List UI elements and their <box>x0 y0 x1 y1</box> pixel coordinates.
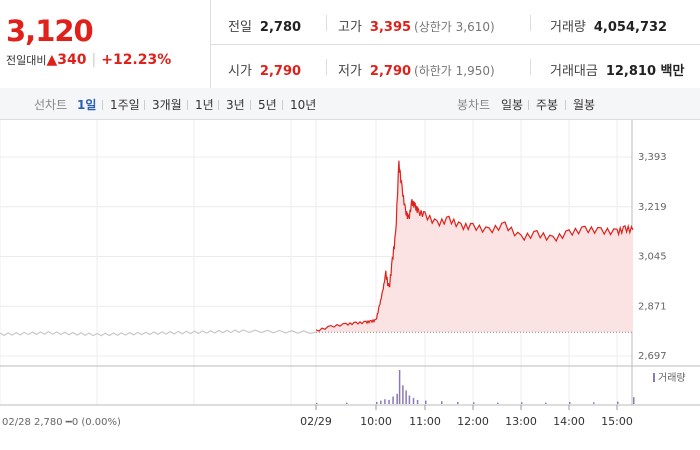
period-1y[interactable]: 1년 <box>195 98 214 112</box>
x-tick-label: 14:00 <box>553 415 585 428</box>
volume-bar <box>396 393 398 404</box>
volume-bar <box>402 385 404 404</box>
volume-bar <box>384 399 386 404</box>
period-1d[interactable]: 1일 <box>77 98 97 112</box>
volume-bar <box>545 402 547 404</box>
candle-chart-label: 봉차트 <box>457 98 491 112</box>
volume-bar <box>633 397 635 404</box>
period-1w[interactable]: 1주일 <box>110 98 140 112</box>
y-tick-label: 3,219 <box>638 202 667 213</box>
period-3y[interactable]: 3년 <box>226 98 245 112</box>
open-price: 시가 2,790 <box>228 64 302 79</box>
x-tick-label: 10:00 <box>360 415 392 428</box>
price-line <box>315 160 634 332</box>
volume-bar <box>441 401 443 404</box>
volume-bar <box>457 401 459 404</box>
y-tick-label: 3,393 <box>638 152 667 163</box>
volume-bar <box>412 397 415 404</box>
volume-bar <box>405 390 407 404</box>
period-10y[interactable]: 10년 <box>290 98 317 112</box>
volume-bar <box>521 402 523 404</box>
up-arrow-icon: ▲ <box>46 52 58 68</box>
volume: 거래량 4,054,732 <box>550 20 668 35</box>
volume-bar <box>593 402 595 404</box>
x-tick-label: 12:00 <box>457 415 489 428</box>
volume-bar <box>408 395 411 404</box>
volume-legend: 거래량 <box>658 372 686 384</box>
x-tick-label: 02/29 <box>300 415 332 428</box>
line-chart-label: 선차트 <box>34 98 68 112</box>
volume-legend-swatch <box>653 373 655 382</box>
price-area-fill <box>316 160 633 333</box>
volume-bar <box>392 396 394 404</box>
prev-close: 전일 2,780 <box>228 20 302 35</box>
change-info: 전일대비▲340 | +12.23% <box>6 52 172 68</box>
candle-weekly[interactable]: 주봉 <box>536 98 559 112</box>
x-tick-label: 15:00 <box>601 415 633 428</box>
y-tick-label: 3,045 <box>638 252 667 263</box>
change-value: 340 <box>57 52 87 68</box>
volume-bar <box>425 400 427 404</box>
change-rate: +12.23% <box>101 52 172 68</box>
y-tick-label: 2,871 <box>638 301 667 312</box>
volume-bar <box>316 402 318 404</box>
candle-monthly[interactable]: 월봉 <box>573 98 596 112</box>
trade-amount: 거래대금 12,810 백만 <box>550 64 685 79</box>
prev-day-summary: 02/28 2,780 ━0 (0.00%) <box>2 417 121 428</box>
high-price: 고가 3,395 (상한가 3,610) <box>338 20 495 35</box>
volume-bar <box>376 401 378 404</box>
volume-bar <box>473 402 475 404</box>
quote-header: 3,120 전일대비▲340 | +12.23% 전일 2,780 고가 3,395 (상… <box>0 0 700 89</box>
prev-day-line <box>0 329 317 337</box>
period-toolbar: 선차트 1일 1주일 3개월 1년 3년 5년 10년 봉차트 일봉 주봉 월봉 <box>0 88 700 120</box>
volume-bar <box>388 399 390 404</box>
period-3m[interactable]: 3개월 <box>152 98 182 112</box>
candle-daily[interactable]: 일봉 <box>501 98 524 112</box>
volume-bar <box>497 402 499 404</box>
low-price: 저가 2,790 (하한가 1,950) <box>338 64 495 79</box>
change-label: 전일대비 <box>6 54 47 67</box>
volume-bar <box>569 401 571 404</box>
y-tick-label: 2,697 <box>638 351 667 362</box>
volume-bar <box>398 370 401 404</box>
volume-bar <box>617 401 619 404</box>
volume-bar <box>380 400 382 404</box>
volume-bar <box>346 402 348 404</box>
volume-bar <box>416 399 419 404</box>
x-tick-label: 11:00 <box>409 415 441 428</box>
current-price: 3,120 <box>6 14 94 48</box>
period-5y[interactable]: 5년 <box>258 98 277 112</box>
x-tick-label: 13:00 <box>505 415 537 428</box>
